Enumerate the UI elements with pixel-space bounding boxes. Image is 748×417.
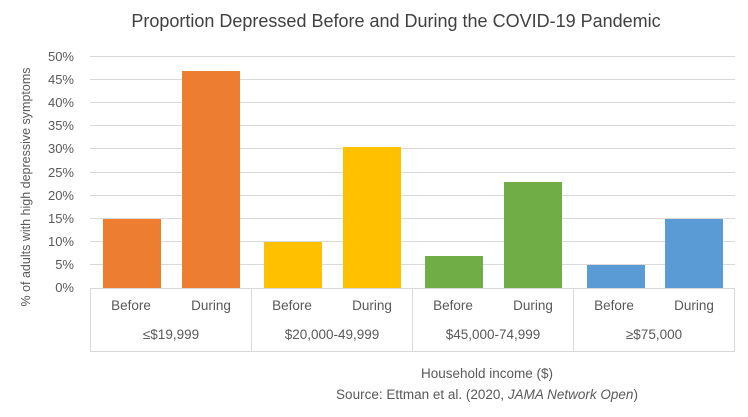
x-axis-sublabel-row: Before During <box>252 289 412 322</box>
bar-before-group-2 <box>264 241 323 288</box>
y-axis-ticks: 0% 5% 10% 15% 20% 25% 30% 35% 40% 45% 50% <box>0 49 74 295</box>
source-close-paren: ) <box>633 387 638 402</box>
x-category-label: ≥$75,000 <box>625 326 683 342</box>
gridline <box>90 240 735 242</box>
x-sublabel-before: Before <box>433 297 473 313</box>
x-sublabel-during: During <box>513 297 553 313</box>
x-axis-group-cell: Before During ≥$75,000 <box>574 289 734 351</box>
bar-during-group-4 <box>665 218 724 288</box>
x-category-label: $45,000-74,999 <box>445 326 541 342</box>
y-tick-label: 40% <box>47 95 74 111</box>
gridline <box>90 125 735 127</box>
x-sublabel-before: Before <box>111 297 151 313</box>
bar-before-group-3 <box>425 255 484 288</box>
y-tick-label: 50% <box>47 49 74 64</box>
x-axis-group-cell: Before During $20,000-49,999 <box>252 289 413 351</box>
source-note: Source: Ettman et al. (2020, JAMA Networ… <box>336 387 638 402</box>
x-category-label: $20,000-49,999 <box>284 326 380 342</box>
bar-during-group-1 <box>181 70 240 288</box>
bar-during-group-2 <box>342 147 401 288</box>
bar-before-group-1 <box>102 218 161 288</box>
y-tick-label: 20% <box>47 187 74 203</box>
y-tick-label: 5% <box>55 256 74 272</box>
gridline <box>90 79 735 81</box>
y-tick-label: 10% <box>47 233 74 249</box>
x-category-label: ≤$19,999 <box>142 326 200 342</box>
x-sublabel-before: Before <box>594 297 634 313</box>
bar-during-group-3 <box>504 181 563 288</box>
x-axis-group-cell: Before During $45,000-74,999 <box>413 289 574 351</box>
x-sublabel-during: During <box>674 297 714 313</box>
plot-area <box>90 56 735 288</box>
gridline <box>90 102 735 104</box>
gridline <box>90 194 735 196</box>
gridline <box>90 217 735 219</box>
y-tick-label: 25% <box>47 164 74 180</box>
x-axis-sublabel-row: Before During <box>574 289 734 322</box>
x-axis-title: Household income ($) <box>420 366 554 381</box>
y-tick-label: 0% <box>55 280 74 295</box>
x-sublabel-during: During <box>352 297 392 313</box>
gridline <box>90 56 735 57</box>
x-sublabel-during: During <box>191 297 231 313</box>
x-axis-label-box: Before During ≤$19,999 Before During $20,000-… <box>90 288 735 352</box>
chart-title: Proportion Depressed Before and During t… <box>131 11 661 31</box>
x-axis-sublabel-row: Before During <box>91 289 251 322</box>
bar-before-group-4 <box>586 264 645 288</box>
gridline <box>90 148 735 150</box>
y-tick-label: 35% <box>47 118 74 134</box>
gridline <box>90 263 735 265</box>
x-sublabel-before: Before <box>272 297 312 313</box>
x-axis-sublabel-row: Before During <box>413 289 573 322</box>
y-tick-label: 45% <box>47 72 74 88</box>
source-text: Source: Ettman et al. (2020, <box>336 387 508 402</box>
source-journal-italic: JAMA Network Open <box>507 387 634 402</box>
y-tick-label: 15% <box>47 210 74 226</box>
gridline <box>90 171 735 173</box>
y-tick-label: 30% <box>47 141 74 157</box>
x-axis-group-cell: Before During ≤$19,999 <box>91 289 252 351</box>
